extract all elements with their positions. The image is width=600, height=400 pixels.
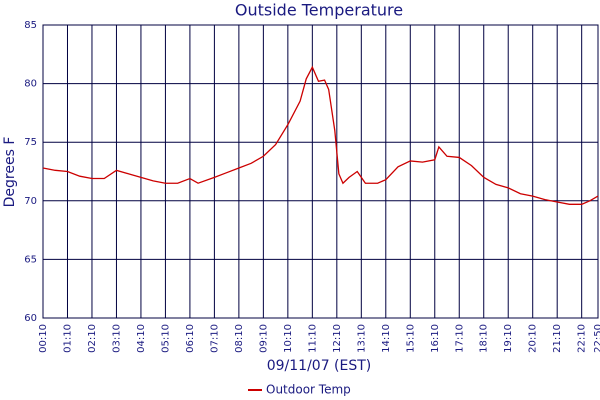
- x-tick-label: 18:10: [479, 324, 490, 353]
- x-tick-label: 21:10: [552, 324, 563, 353]
- x-tick-label: 06:10: [185, 324, 196, 353]
- x-tick-label: 13:10: [356, 324, 367, 353]
- legend-label: Outdoor Temp: [266, 383, 351, 397]
- y-tick-label: 65: [24, 254, 37, 265]
- x-tick-label: 07:10: [209, 324, 220, 353]
- x-tick-label: 22:50: [593, 324, 600, 353]
- x-tick-label: 03:10: [111, 324, 122, 353]
- x-tick-label: 14:10: [381, 324, 392, 353]
- y-tick-label: 80: [24, 79, 37, 90]
- x-tick-label: 04:10: [136, 324, 147, 353]
- x-tick-label: 02:10: [87, 324, 98, 353]
- x-axis-label: 09/11/07 (EST): [267, 358, 372, 374]
- y-tick-label: 60: [24, 313, 37, 324]
- x-tick-label: 08:10: [234, 324, 245, 353]
- x-tick-label: 20:10: [528, 324, 539, 353]
- x-tick-label: 16:10: [430, 324, 441, 353]
- x-tick-label: 11:10: [307, 324, 318, 353]
- y-tick-label: 85: [24, 20, 37, 31]
- x-tick-label: 00:10: [38, 324, 49, 353]
- y-axis-label: Degrees F: [2, 137, 18, 208]
- chart-title: Outside Temperature: [235, 1, 403, 20]
- x-tick-label: 19:10: [503, 324, 514, 353]
- x-tick-label: 10:10: [283, 324, 294, 353]
- x-tick-label: 22:10: [577, 324, 588, 353]
- x-tick-label: 17:10: [454, 324, 465, 353]
- x-tick-label: 12:10: [332, 324, 343, 353]
- x-tick-label: 15:10: [405, 324, 416, 353]
- x-tick-label: 05:10: [160, 324, 171, 353]
- y-tick-label: 70: [24, 196, 37, 207]
- x-tick-label: 01:10: [62, 324, 73, 353]
- x-tick-label: 09:10: [258, 324, 269, 353]
- data-line: [42, 65, 599, 205]
- y-tick-label: 75: [24, 137, 37, 148]
- plot-area: [42, 24, 599, 319]
